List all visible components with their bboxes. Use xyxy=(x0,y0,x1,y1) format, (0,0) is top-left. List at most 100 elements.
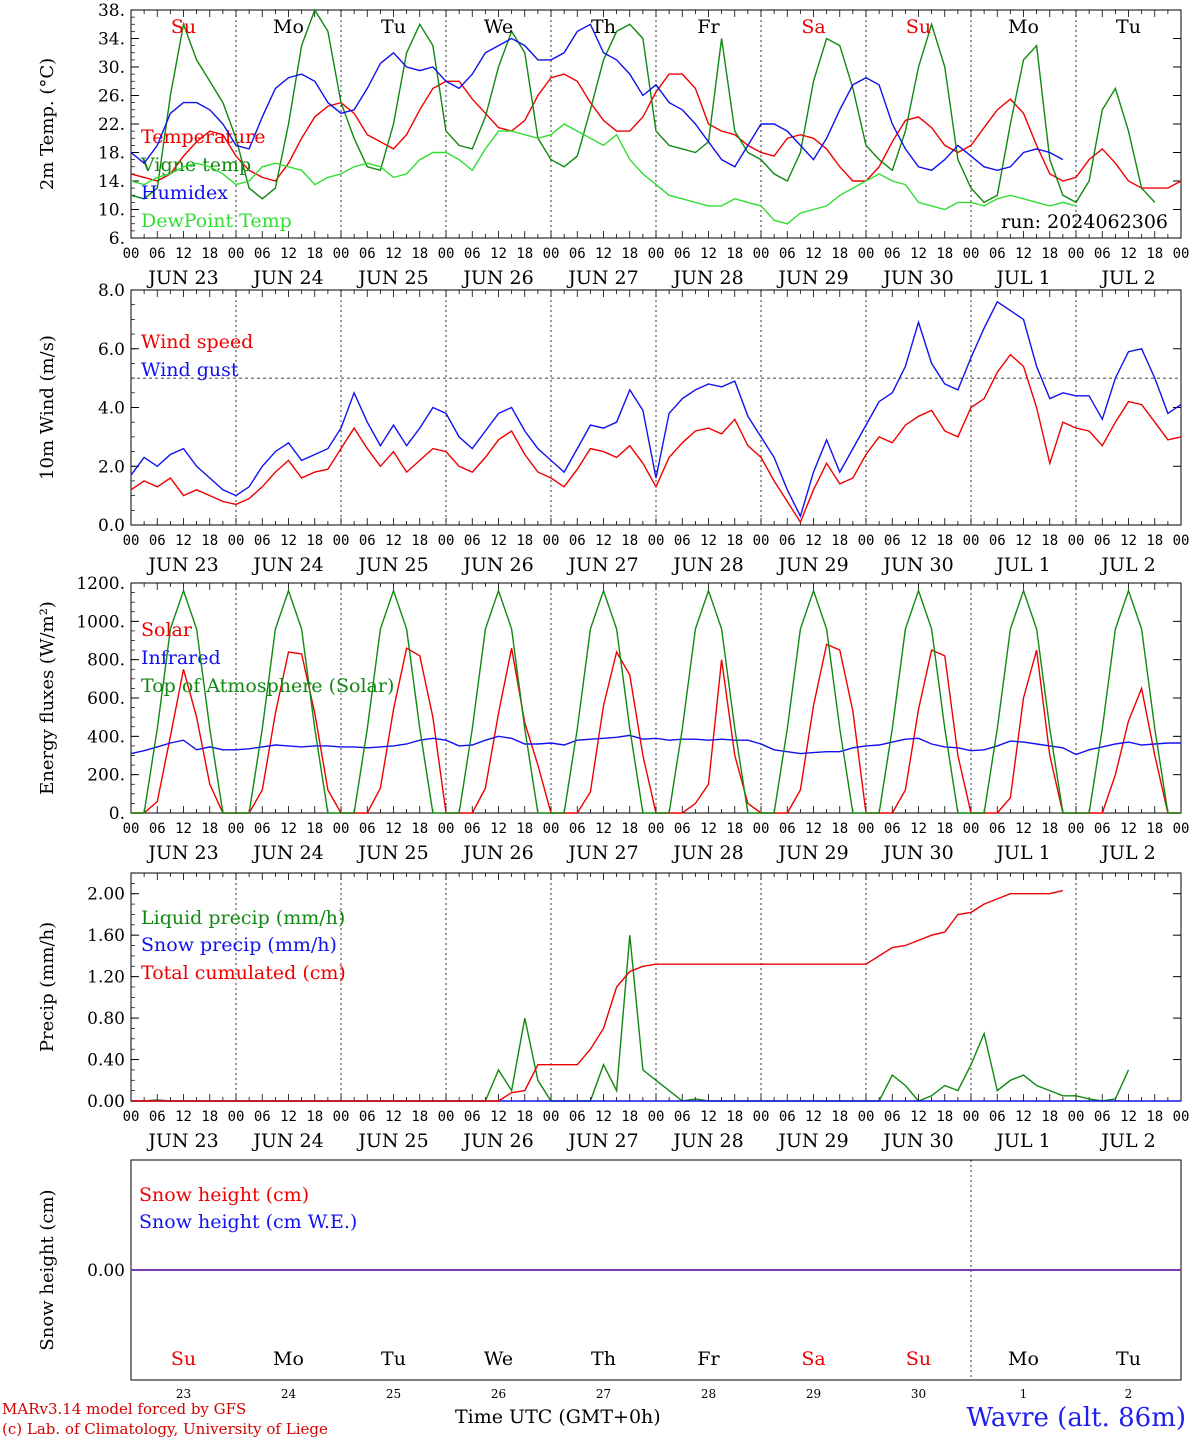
date-label: JUN 29 xyxy=(776,1130,848,1152)
day-name-label: Su xyxy=(171,16,196,38)
hour-tick-label: 00 xyxy=(438,533,455,549)
hour-tick-label: 00 xyxy=(123,1109,140,1125)
hour-tick-label: 00 xyxy=(438,246,455,262)
hour-tick-label: 18 xyxy=(621,1109,638,1125)
hour-tick-label: 18 xyxy=(1146,821,1163,837)
date-label: JUN 29 xyxy=(776,842,848,864)
series-wind-gust xyxy=(130,300,1182,519)
hour-tick-label: 18 xyxy=(201,246,218,262)
hour-tick-label: 06 xyxy=(359,533,376,549)
y-axis-label: Energy fluxes (W/m²) xyxy=(37,601,58,795)
day-number-label: 25 xyxy=(386,1387,401,1401)
hour-tick-label: 06 xyxy=(779,246,796,262)
date-label: JUN 25 xyxy=(356,267,428,289)
hour-tick-label: 00 xyxy=(648,246,665,262)
day-number-label: 27 xyxy=(596,1387,611,1401)
series-top-of-atmosphere-solar- xyxy=(131,588,1181,814)
hour-tick-label: 06 xyxy=(674,821,691,837)
date-label: JUN 26 xyxy=(461,842,533,864)
y-axis-label: 10m Wind (m/s) xyxy=(37,335,58,480)
legend-entry: Snow precip (mm/h) xyxy=(141,934,337,956)
date-label: JUN 27 xyxy=(566,842,638,864)
y-tick-label: 34. xyxy=(98,30,125,50)
hour-tick-label: 00 xyxy=(333,533,350,549)
y-tick-label: 0.00 xyxy=(87,1092,125,1112)
panel-1: 6. 10. 14. 18. 22. 26. 30. 34. 38. 2m Temp. (°C) T… xyxy=(37,1,1189,289)
hour-tick-label: 12 xyxy=(385,821,402,837)
legend-entry: Snow height (cm W.E.) xyxy=(139,1211,357,1233)
hour-tick-label: 00 xyxy=(123,821,140,837)
series-dewpoint-temp xyxy=(130,123,1077,225)
y-tick-label: 400. xyxy=(87,727,125,747)
hour-tick-label: 06 xyxy=(989,533,1006,549)
date-label: JUN 28 xyxy=(671,1130,743,1152)
date-label: JUL 1 xyxy=(994,267,1050,289)
time-axis-label: Time UTC (GMT+0h) xyxy=(455,1406,661,1428)
y-tick-label: 2.00 xyxy=(87,885,125,905)
hour-tick-label: 18 xyxy=(1146,246,1163,262)
hour-tick-label: 00 xyxy=(543,533,560,549)
y-tick-label: 26. xyxy=(98,87,125,107)
hour-tick-label: 12 xyxy=(175,1109,192,1125)
panel-2: 0.0 2.0 4.0 6.0 8.0 10m Wind (m/s) Wind speed W… xyxy=(37,281,1189,576)
hour-tick-label: 00 xyxy=(858,533,875,549)
hour-tick-label: 18 xyxy=(936,1109,953,1125)
date-label: JUN 25 xyxy=(356,1130,428,1152)
date-label: JUN 27 xyxy=(566,554,638,576)
hour-tick-label: 06 xyxy=(254,1109,271,1125)
hour-tick-label: 18 xyxy=(1146,1109,1163,1125)
date-label: JUN 29 xyxy=(776,554,848,576)
y-tick-label: 8.0 xyxy=(98,281,125,301)
legend-entry: Top of Atmosphere (Solar) xyxy=(141,675,394,697)
hour-tick-label: 12 xyxy=(910,1109,927,1125)
credits-line-1: MARv3.14 model forced by GFS xyxy=(2,1400,247,1418)
date-label: JUN 23 xyxy=(146,267,218,289)
hour-tick-label: 06 xyxy=(884,533,901,549)
date-label: JUN 24 xyxy=(251,267,323,289)
hour-tick-label: 18 xyxy=(411,1109,428,1125)
y-axis-label: Precip (mm/h) xyxy=(37,922,58,1052)
hour-tick-label: 06 xyxy=(779,1109,796,1125)
hour-tick-label: 18 xyxy=(201,533,218,549)
y-tick-label: 0.0 xyxy=(98,516,125,536)
hour-tick-label: 18 xyxy=(1041,1109,1058,1125)
date-label: JUN 30 xyxy=(881,842,953,864)
hour-tick-label: 12 xyxy=(1015,1109,1032,1125)
day-number-label: 24 xyxy=(281,1387,297,1401)
date-label: JUN 23 xyxy=(146,842,218,864)
date-label: JUN 29 xyxy=(776,267,848,289)
series-total-cumulated-cm- xyxy=(131,889,1064,1102)
series-liquid-precip-mm-h- xyxy=(131,935,1130,1102)
series-humidex xyxy=(130,23,1064,172)
legend-entry: Infrared xyxy=(141,647,221,669)
hour-tick-label: 00 xyxy=(1173,246,1190,262)
hour-tick-label: 00 xyxy=(438,821,455,837)
hour-tick-label: 12 xyxy=(1120,246,1137,262)
hour-tick-label: 12 xyxy=(700,1109,717,1125)
hour-tick-label: 18 xyxy=(831,821,848,837)
y-tick-label: 10. xyxy=(98,201,125,221)
hour-tick-label: 18 xyxy=(411,533,428,549)
date-label: JUL 1 xyxy=(994,554,1050,576)
hour-tick-label: 18 xyxy=(1041,533,1058,549)
day-name-label: Th xyxy=(591,1348,616,1370)
hour-tick-label: 18 xyxy=(936,246,953,262)
y-tick-label: 800. xyxy=(87,651,125,671)
legend-entry: Temperature xyxy=(141,126,265,148)
day-name-label: Mo xyxy=(1008,1348,1039,1370)
hour-tick-label: 12 xyxy=(910,821,927,837)
hour-tick-label: 06 xyxy=(569,1109,586,1125)
panel-3: 0. 200. 400. 600. 800. 1000. 1200. Energy fluxe… xyxy=(37,574,1189,864)
hour-tick-label: 18 xyxy=(516,821,533,837)
y-tick-label: 38. xyxy=(98,1,125,21)
hour-tick-label: 12 xyxy=(385,533,402,549)
date-label: JUN 24 xyxy=(251,842,323,864)
station-label: Wavre (alt. 86m) xyxy=(966,1403,1186,1433)
hour-tick-label: 12 xyxy=(1015,821,1032,837)
hour-tick-label: 12 xyxy=(1120,1109,1137,1125)
hour-tick-label: 18 xyxy=(831,1109,848,1125)
day-number-label: 26 xyxy=(491,1387,506,1401)
hour-tick-label: 06 xyxy=(359,821,376,837)
hour-tick-label: 06 xyxy=(989,246,1006,262)
day-name-label: Mo xyxy=(1008,16,1039,38)
